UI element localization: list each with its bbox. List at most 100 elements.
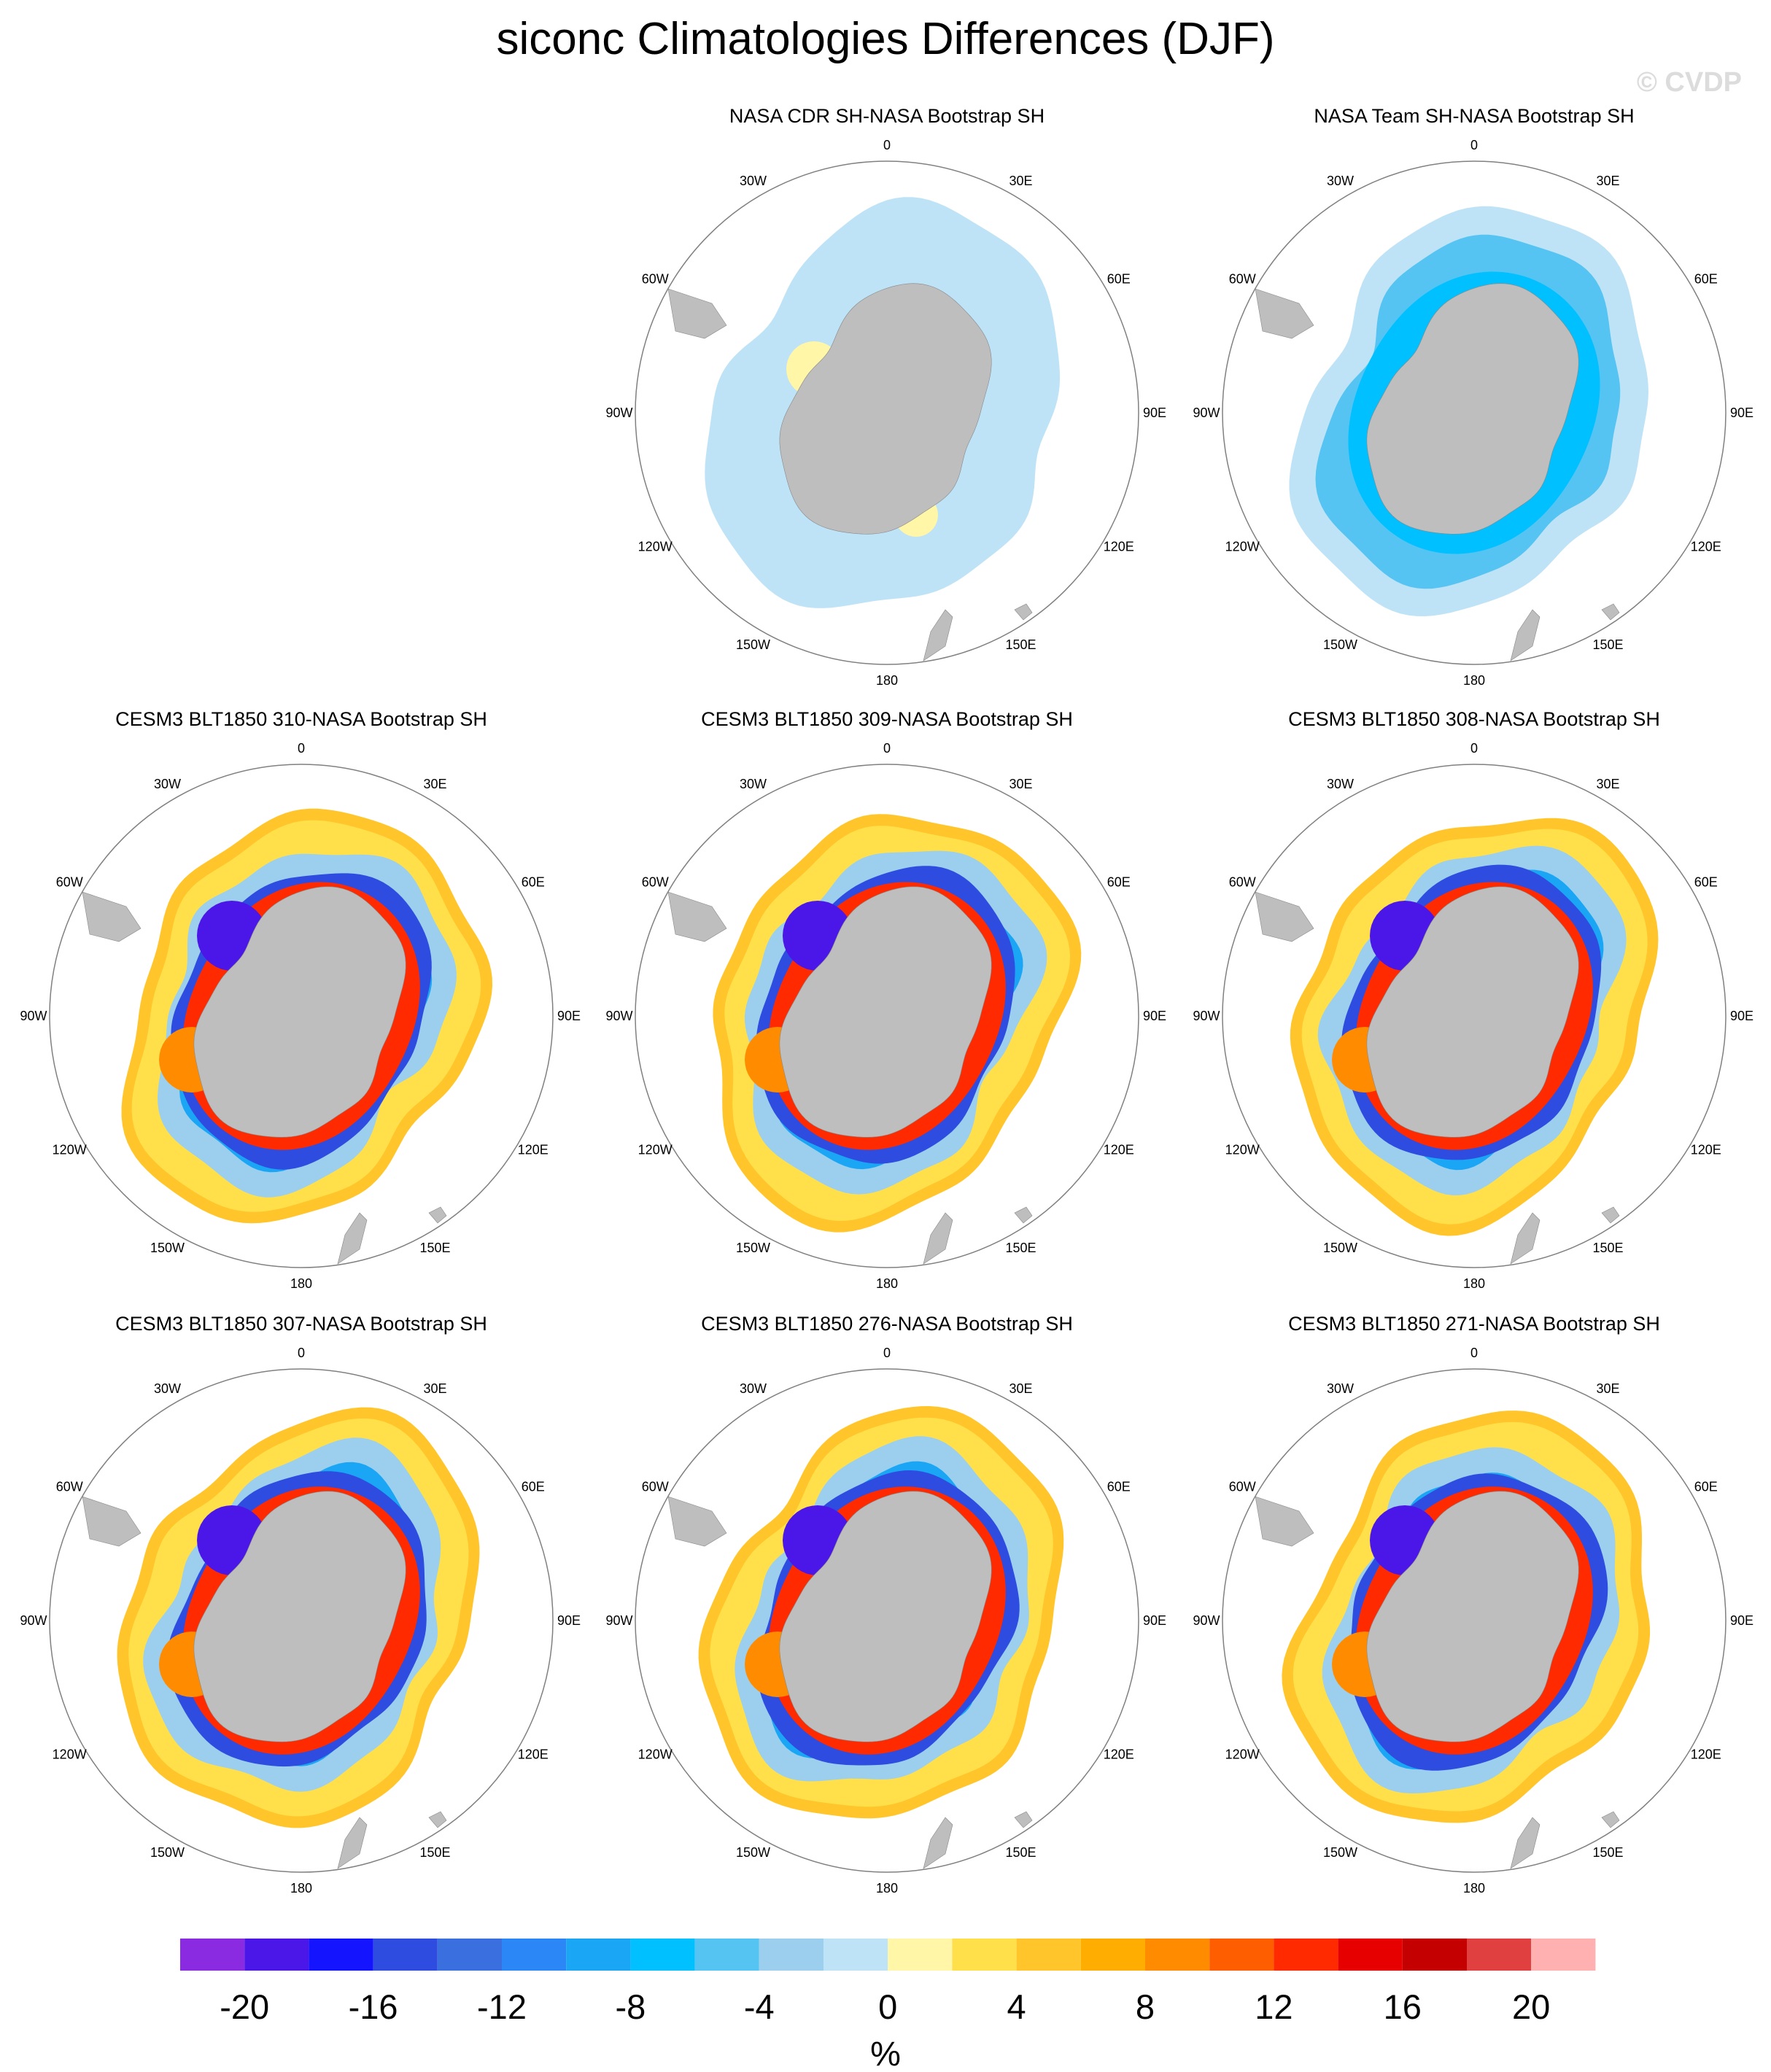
longitude-label: 180 (290, 1881, 312, 1896)
panel-title: CESM3 BLT1850 271-NASA Bootstrap SH (1288, 1313, 1660, 1335)
longitude-label: 120W (1225, 1747, 1260, 1762)
map-boundary (49, 1368, 554, 1873)
colorbar-box (694, 1939, 759, 1971)
longitude-label: 60W (1229, 875, 1256, 890)
colorbar-tick-label: -4 (744, 1987, 775, 2026)
longitude-label: 150E (1005, 1845, 1036, 1860)
colorbar-ticks: -20 -16 -12 -8 -4 0 4 8 12 16 20 (220, 1987, 1550, 2026)
longitude-label: 150W (736, 637, 770, 652)
longitude-label: 120E (1104, 540, 1134, 554)
longitude-label: 120E (1691, 540, 1721, 554)
antarctica-landmass (1366, 283, 1579, 535)
longitude-label: 60E (522, 875, 545, 890)
longitude-label: 60E (1694, 875, 1718, 890)
longitude-label: 180 (1463, 673, 1485, 688)
longitude-label: 60E (522, 1480, 545, 1494)
antarctica-landmass (1366, 1491, 1579, 1742)
longitude-label: 150W (736, 1845, 770, 1860)
longitude-label: 150E (1005, 637, 1036, 652)
longitude-label: 150E (1592, 1845, 1623, 1860)
longitude-label: 30W (1327, 174, 1354, 188)
colorbar-tick-label: -20 (220, 1987, 269, 2026)
longitude-label: 60W (56, 1480, 83, 1494)
longitude-label: 30W (740, 174, 767, 188)
longitude-label: 120E (1104, 1143, 1134, 1157)
longitude-label: 60W (1229, 1480, 1256, 1494)
longitude-label: 120W (638, 1143, 673, 1157)
longitude-label: 150E (1592, 1241, 1623, 1255)
map-panel: CESM3 BLT1850 276-NASA Bootstrap SH 0 30E 6… (605, 1313, 1166, 1896)
antarctica-landmass (193, 1491, 406, 1742)
longitude-label: 60W (642, 875, 669, 890)
panel-title: NASA Team SH-NASA Bootstrap SH (1314, 105, 1634, 127)
antarctica-landmass (779, 886, 992, 1138)
longitude-label: 0 (883, 1346, 891, 1360)
antarctica-landmass (193, 886, 406, 1138)
panel-title: NASA CDR SH-NASA Bootstrap SH (729, 105, 1045, 127)
colorbar-box (1016, 1939, 1081, 1971)
longitude-label: 120W (1225, 540, 1260, 554)
map-boundary (1222, 764, 1727, 1268)
longitude-label: 60E (1107, 875, 1131, 890)
map-panel: CESM3 BLT1850 271-NASA Bootstrap SH 0 30E 6… (1193, 1313, 1753, 1896)
map-boundary (49, 764, 554, 1268)
longitude-label: 30E (1009, 174, 1032, 188)
longitude-label: 150E (419, 1241, 450, 1255)
longitude-label: 30E (1596, 174, 1619, 188)
longitude-label: 120W (53, 1143, 87, 1157)
longitude-label: 150W (150, 1241, 185, 1255)
map-panel: CESM3 BLT1850 310-NASA Bootstrap SH 0 30E 6… (20, 708, 581, 1291)
map-boundary (1222, 1368, 1727, 1873)
colorbar-tick-label: -8 (616, 1987, 646, 2026)
antarctica-landmass (1366, 886, 1579, 1138)
colorbar-tick-label: 4 (1007, 1987, 1026, 2026)
longitude-label: 60W (642, 272, 669, 287)
longitude-label: 60W (1229, 272, 1256, 287)
colorbar-box (630, 1939, 695, 1971)
antarctica-landmass (779, 1491, 992, 1742)
longitude-label: 120E (1104, 1747, 1134, 1762)
map-boundary (635, 764, 1139, 1268)
longitude-label: 90W (20, 1613, 47, 1628)
colorbar-box (1531, 1939, 1596, 1971)
longitude-label: 30E (1596, 777, 1619, 791)
longitude-label: 90W (1193, 1009, 1220, 1023)
colorbar-box (1467, 1939, 1532, 1971)
panel-title: CESM3 BLT1850 309-NASA Bootstrap SH (701, 708, 1073, 730)
longitude-label: 30E (423, 1381, 446, 1396)
colorbar-box (824, 1939, 888, 1971)
longitude-label: 30W (154, 777, 181, 791)
longitude-label: 90E (1730, 1009, 1753, 1023)
longitude-label: 0 (1470, 138, 1478, 152)
longitude-label: 90W (605, 406, 632, 420)
longitude-label: 90E (1730, 1613, 1753, 1628)
map-panel: NASA Team SH-NASA Bootstrap SH 0 30E 60E 90E… (1193, 105, 1753, 688)
longitude-label: 180 (1463, 1881, 1485, 1896)
colorbar-box (244, 1939, 309, 1971)
longitude-label: 180 (876, 1276, 898, 1291)
colorbar-box (1338, 1939, 1403, 1971)
longitude-label: 0 (298, 741, 305, 756)
colorbar-box (759, 1939, 824, 1971)
longitude-label: 120W (638, 540, 673, 554)
colorbar-boxes (180, 1939, 1596, 1971)
longitude-label: 0 (1470, 1346, 1478, 1360)
longitude-label: 30W (1327, 1381, 1354, 1396)
longitude-label: 30W (154, 1381, 181, 1396)
longitude-label: 30E (1009, 777, 1032, 791)
longitude-label: 150E (419, 1845, 450, 1860)
colorbar-tick-label: 8 (1136, 1987, 1155, 2026)
longitude-label: 90W (1193, 406, 1220, 420)
longitude-label: 90E (1730, 406, 1753, 420)
longitude-label: 30W (740, 1381, 767, 1396)
map-boundary (635, 160, 1139, 665)
cvdp-watermark: © CVDP (1636, 67, 1742, 98)
colorbar-tick-label: 16 (1384, 1987, 1422, 2026)
colorbar-tick-label: 20 (1512, 1987, 1550, 2026)
longitude-label: 150E (1592, 637, 1623, 652)
longitude-label: 150W (1323, 1845, 1357, 1860)
colorbar-box (309, 1939, 373, 1971)
colorbar-box (1402, 1939, 1467, 1971)
longitude-label: 90E (557, 1009, 581, 1023)
